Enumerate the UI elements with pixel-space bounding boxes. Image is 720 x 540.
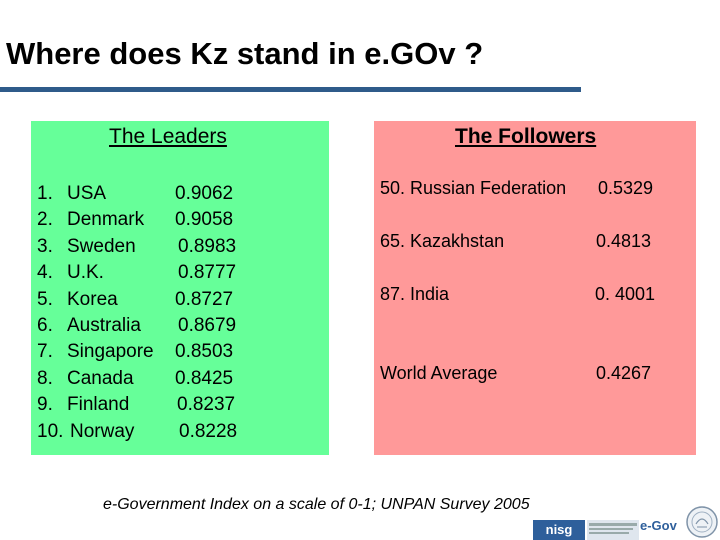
logo-text-lines bbox=[587, 520, 639, 540]
leader-country: Singapore bbox=[67, 341, 154, 363]
leader-rank: 8. bbox=[37, 367, 53, 389]
follower-score: 0.5329 bbox=[598, 178, 654, 198]
leader-score: 0.8237 bbox=[177, 394, 236, 416]
follower-score: 0.4813 bbox=[596, 231, 652, 251]
follower-name: 50. Russian Federation bbox=[380, 178, 567, 198]
followers-panel bbox=[374, 121, 696, 455]
leader-score: 0.8503 bbox=[175, 341, 234, 363]
leader-country: Finland bbox=[67, 394, 130, 416]
follower-score: 0.4267 bbox=[596, 363, 652, 383]
leader-country: Norway bbox=[70, 420, 135, 442]
follower-name: 87. India bbox=[380, 284, 450, 304]
leaders-panel bbox=[31, 121, 329, 455]
leader-rank: 1. bbox=[37, 183, 53, 204]
leader-score: 0.8777 bbox=[178, 262, 237, 284]
leader-score: 0.8983 bbox=[178, 235, 237, 257]
egov-logo: e-Gov bbox=[640, 518, 677, 533]
leaders-heading: The Leaders bbox=[109, 125, 227, 148]
leader-rank: 2. bbox=[37, 209, 53, 231]
leader-score: 0.8425 bbox=[175, 367, 234, 389]
leader-country: Denmark bbox=[67, 209, 145, 231]
leader-score: 0.8679 bbox=[178, 314, 237, 336]
leader-country: Australia bbox=[67, 314, 141, 336]
leader-country: Canada bbox=[67, 367, 134, 389]
follower-score: 0. 4001 bbox=[595, 284, 656, 304]
title-underline-rule bbox=[0, 87, 581, 92]
leader-score: 0.8228 bbox=[179, 420, 238, 442]
seal-emblem-icon bbox=[686, 506, 718, 538]
followers-heading: The Followers bbox=[455, 125, 597, 148]
leader-score: 0.8727 bbox=[175, 288, 234, 310]
follower-name: World Average bbox=[380, 363, 498, 383]
source-caption: e-Government Index on a scale of 0-1; UN… bbox=[103, 496, 530, 513]
leader-country: U.K. bbox=[67, 262, 104, 284]
page-title: Where does Kz stand in e.GOv ? bbox=[6, 36, 484, 71]
leader-rank: 10. bbox=[37, 420, 64, 442]
leader-rank: 6. bbox=[37, 314, 53, 336]
leader-country: Korea bbox=[67, 288, 118, 310]
leader-country: Sweden bbox=[67, 235, 136, 257]
leader-score: 0.9062 bbox=[175, 183, 234, 204]
follower-name: 65. Kazakhstan bbox=[380, 231, 505, 251]
leader-score: 0.9058 bbox=[175, 209, 234, 231]
leader-rank: 7. bbox=[37, 341, 53, 363]
leader-rank: 4. bbox=[37, 262, 53, 284]
nisg-logo: nisg bbox=[533, 520, 585, 540]
leader-rank: 9. bbox=[37, 394, 53, 416]
leader-rank: 5. bbox=[37, 288, 53, 310]
leader-country: USA bbox=[67, 183, 107, 204]
leader-rank: 3. bbox=[37, 235, 53, 257]
